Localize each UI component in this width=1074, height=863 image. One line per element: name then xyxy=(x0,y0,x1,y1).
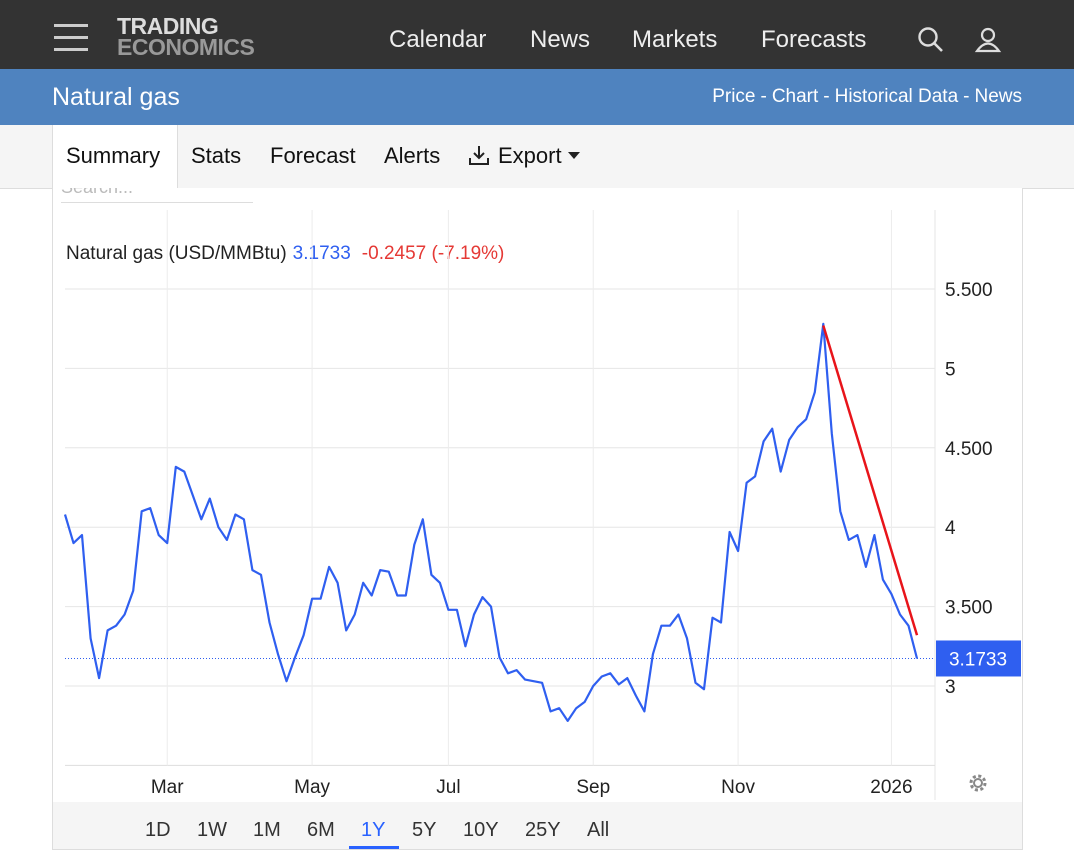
page-title: Natural gas xyxy=(52,83,180,111)
range-button[interactable]: 6M xyxy=(307,819,335,841)
x-tick-label: Nov xyxy=(721,777,755,798)
logo-top: TRADING xyxy=(117,13,219,39)
logo[interactable]: TRADING ECONOMICS xyxy=(117,13,255,60)
range-bar xyxy=(53,802,1022,849)
tab[interactable]: Stats xyxy=(191,143,242,168)
y-tick-label: 5 xyxy=(945,359,956,380)
y-tick-label: 3.500 xyxy=(945,598,993,619)
x-tick-label: May xyxy=(294,777,330,798)
tab[interactable]: Export xyxy=(498,143,562,168)
page-links: Price - Chart - Historical Data - News xyxy=(712,86,1022,108)
logo-bottom: ECONOMICS xyxy=(117,34,255,60)
link-separator: - xyxy=(823,86,830,107)
tab[interactable]: Forecast xyxy=(270,143,356,168)
dropdown-caret xyxy=(568,152,580,159)
page-link[interactable]: News xyxy=(974,86,1022,107)
range-button[interactable]: 10Y xyxy=(463,819,499,841)
legend-title: Natural gas (USD/MMBtu) xyxy=(66,243,287,264)
last-price-badge xyxy=(936,640,1021,677)
y-tick-label: 4 xyxy=(945,518,956,539)
range-button[interactable]: 1Y xyxy=(361,819,386,841)
menu-icon[interactable] xyxy=(54,24,90,52)
title-bar: Natural gas Price - Chart - Historical Data -… xyxy=(0,69,1074,125)
settings-icon[interactable] xyxy=(969,774,987,792)
range-button[interactable]: 5Y xyxy=(412,819,437,841)
page-link[interactable]: Price xyxy=(712,86,756,107)
nav-link[interactable]: Forecasts xyxy=(761,26,867,53)
x-tick-label: Jul xyxy=(436,777,460,798)
link-separator: - xyxy=(963,86,970,107)
top-bar: TRADING ECONOMICS Calendar News Markets … xyxy=(0,0,1074,69)
user-icon[interactable] xyxy=(974,26,1002,54)
y-tick-label: 4.500 xyxy=(945,439,993,460)
y-tick-label: 3 xyxy=(945,677,956,698)
x-tick-label: Mar xyxy=(151,777,184,798)
nav-link[interactable]: Markets xyxy=(632,26,718,53)
nav-link[interactable]: News xyxy=(530,26,591,53)
chart-panel: Search... xyxy=(52,180,1023,850)
range-button[interactable]: 1D xyxy=(145,819,171,841)
link-separator: - xyxy=(760,86,767,107)
range-button[interactable]: 25Y xyxy=(525,819,561,841)
active-tab-bg xyxy=(52,125,178,188)
legend-change: -0.2457 (-7.19%) xyxy=(362,243,505,264)
range-button[interactable]: All xyxy=(587,819,610,841)
last-price-label: 3.1733 xyxy=(949,649,1007,670)
range-button[interactable]: 1M xyxy=(253,819,281,841)
chart-legend: Natural gas (USD/MMBtu) 3.1733 -0.2457 (-7… xyxy=(66,243,504,264)
x-tick-label: Sep xyxy=(576,777,610,798)
search-icon[interactable] xyxy=(917,26,945,54)
tab[interactable]: Alerts xyxy=(384,143,441,168)
price-line xyxy=(63,322,919,722)
page-link[interactable]: Chart xyxy=(771,86,819,107)
legend-price: 3.1733 xyxy=(293,243,351,264)
y-tick-label: 5.500 xyxy=(945,280,993,301)
range-button[interactable]: 1W xyxy=(197,819,227,841)
nav-link[interactable]: Calendar xyxy=(389,26,487,53)
x-tick-label: 2026 xyxy=(870,777,912,798)
export-icon xyxy=(468,144,490,166)
page-link[interactable]: Historical Data xyxy=(834,86,959,107)
range-underline xyxy=(349,846,399,849)
tab[interactable]: Summary xyxy=(66,143,161,168)
trendline xyxy=(822,325,919,636)
